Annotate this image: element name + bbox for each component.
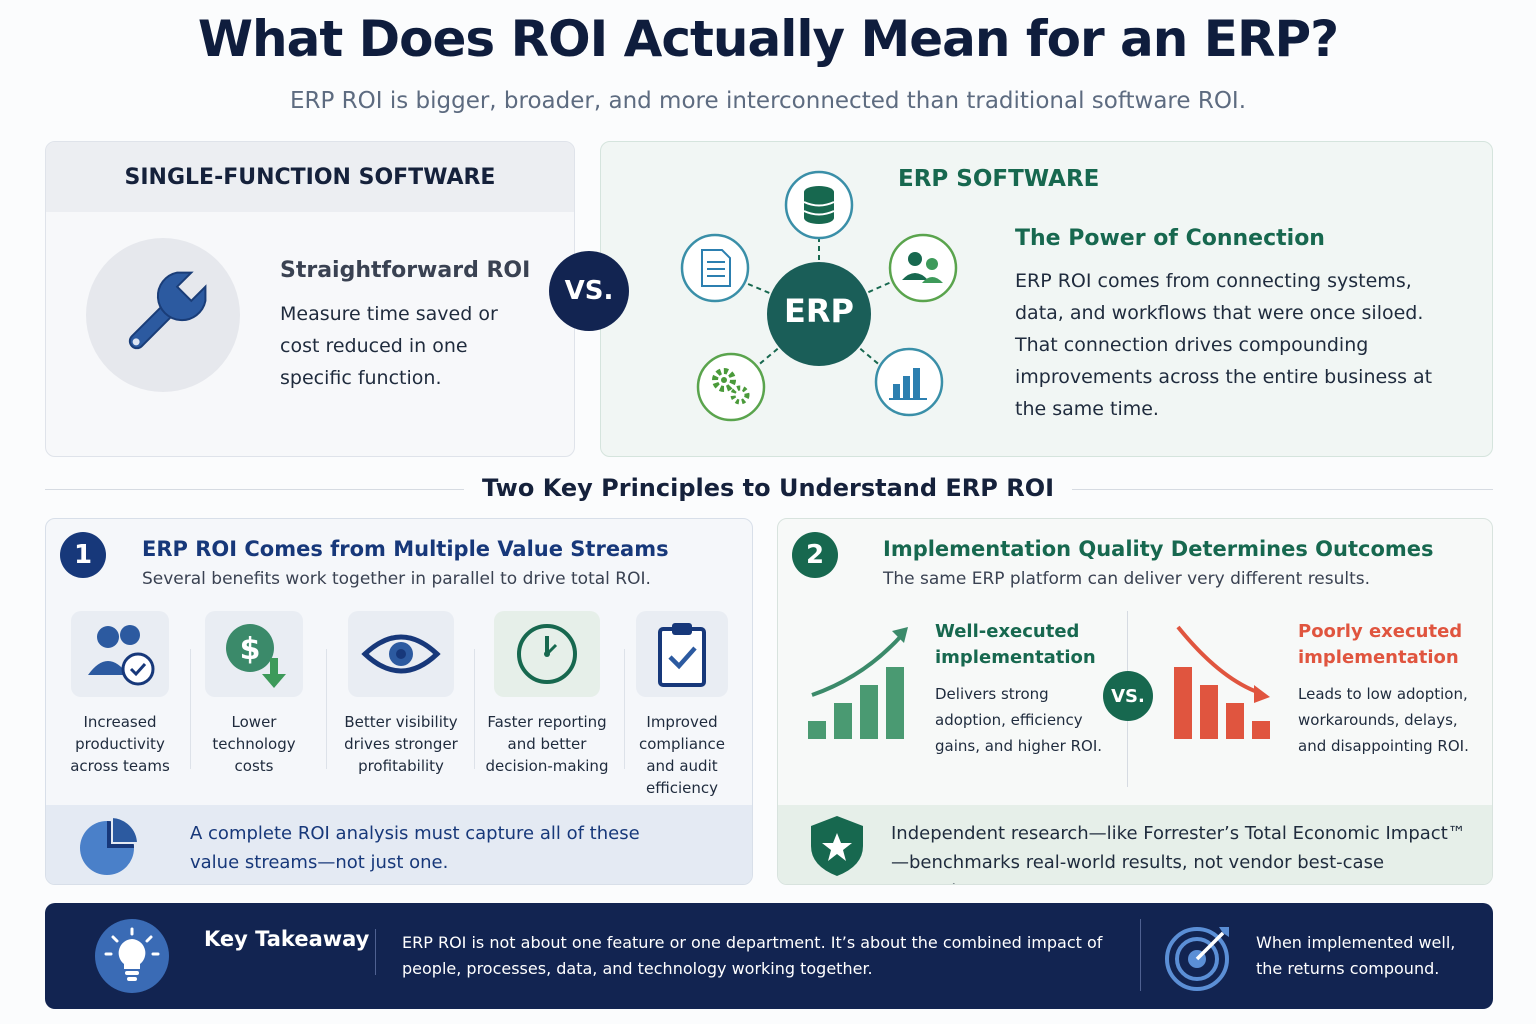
erp-network-diagram (680, 170, 958, 422)
database-icon (784, 170, 854, 240)
stream-separator (326, 649, 327, 769)
key-takeaway-title: Key Takeaway (204, 927, 370, 951)
gears-icon (696, 352, 766, 422)
poorly-executed-title: Poorly executed implementation (1298, 621, 1463, 668)
rising-bar-chart (808, 627, 908, 739)
stream-visibility: Better visibility drives stronger profit… (336, 611, 466, 777)
falling-bar (1252, 721, 1270, 739)
erp-software-panel: ERP ERP SOFTWARE The Power of Connection… (600, 141, 1493, 457)
rising-bar (860, 685, 878, 739)
power-of-connection-text: ERP ROI comes from connecting systems, d… (1015, 270, 1433, 420)
principle-2-footer-text: Independent research—like Forrester’s To… (891, 823, 1466, 884)
erp-software-heading: ERP SOFTWARE (898, 166, 1100, 192)
stream-technology-costs-label: Lower technology costs (212, 713, 296, 775)
section-title: Two Key Principles to Understand ERP ROI (0, 474, 1536, 502)
bar-chart-icon (874, 347, 944, 417)
stream-reporting-label: Faster reporting and better decision-mak… (485, 713, 609, 775)
lightbulb-icon (95, 919, 169, 993)
principle-1-title: ERP ROI Comes from Multiple Value Stream… (142, 537, 669, 561)
key-takeaway-right-text: When implemented well, the returns compo… (1256, 933, 1456, 978)
single-function-heading: SINGLE-FUNCTION SOFTWARE (46, 142, 574, 212)
stream-separator (474, 649, 475, 769)
page-subtitle: ERP ROI is bigger, broader, and more int… (289, 88, 1247, 114)
rising-bar (808, 721, 826, 739)
outcome-versus-badge: VS. (1103, 671, 1153, 721)
well-executed-text: Delivers strong adoption, efficiency gai… (935, 685, 1103, 755)
single-function-text: Measure time saved or cost reduced in on… (280, 303, 498, 389)
principle-2-footer: Independent research—like Forrester’s To… (778, 805, 1492, 884)
takeaway-separator (375, 929, 376, 975)
dollar-down-icon: $ (205, 611, 303, 697)
well-executed-title: Well-executed implementation (935, 621, 1096, 668)
stream-compliance: Improved compliance and audit efficiency (632, 611, 732, 799)
stream-productivity: Increased productivity across teams (64, 611, 176, 777)
principle-2-number: 2 (792, 532, 838, 578)
poorly-executed-text: Leads to low adoption, workarounds, dela… (1298, 685, 1469, 755)
users-icon (888, 233, 958, 303)
power-of-connection-title: The Power of Connection (1015, 226, 1325, 251)
pie-chart-icon (76, 813, 142, 883)
principle-1-footer: A complete ROI analysis must capture all… (46, 805, 752, 884)
key-takeaway-text: ERP ROI is not about one feature or one … (402, 933, 1103, 978)
clock-icon (494, 611, 600, 697)
stream-compliance-label: Improved compliance and audit efficiency (638, 713, 726, 797)
stream-reporting: Faster reporting and better decision-mak… (482, 611, 612, 777)
erp-hub-label: ERP (784, 292, 854, 330)
single-function-panel: SINGLE-FUNCTION SOFTWARE Straightforward… (45, 141, 575, 457)
principle-1-subtitle: Several benefits work together in parall… (142, 569, 651, 589)
key-takeaway-bar: Key Takeaway ERP ROI is not about one fe… (45, 903, 1493, 1009)
principle-2-subtitle: The same ERP platform can deliver very d… (883, 569, 1371, 589)
single-function-title: Straightforward ROI (280, 258, 531, 283)
svg-text:$: $ (240, 632, 261, 667)
rising-bar (834, 703, 852, 739)
stream-visibility-label: Better visibility drives stronger profit… (344, 713, 458, 775)
document-icon (680, 233, 750, 303)
principle-1-footer-text: A complete ROI analysis must capture all… (190, 823, 640, 873)
team-check-icon (71, 611, 169, 697)
clipboard-check-icon (636, 611, 728, 697)
erp-hub (767, 262, 871, 366)
principle-2-title: Implementation Quality Determines Outcom… (883, 537, 1434, 561)
rising-bar (886, 667, 904, 739)
target-icon (1163, 921, 1235, 997)
eye-icon (348, 611, 454, 697)
falling-bar (1174, 667, 1192, 739)
stream-separator (190, 649, 191, 769)
takeaway-separator (1140, 919, 1141, 991)
falling-bar (1226, 703, 1244, 739)
versus-badge: VS. (549, 251, 629, 331)
stream-technology-costs: $ Lower technology costs (198, 611, 310, 777)
principle-2-panel: 2 Implementation Quality Determines Outc… (777, 518, 1493, 885)
page-title: What Does ROI Actually Mean for an ERP? (197, 10, 1339, 68)
falling-bar-chart (1174, 625, 1270, 739)
section-title-text: Two Key Principles to Understand ERP ROI (463, 474, 1073, 502)
principle-1-panel: 1 ERP ROI Comes from Multiple Value Stre… (45, 518, 753, 885)
shield-star-icon (806, 813, 868, 883)
stream-productivity-label: Increased productivity across teams (70, 713, 170, 775)
wrench-icon (86, 238, 240, 392)
stream-separator (624, 649, 625, 769)
principle-1-number: 1 (60, 532, 106, 578)
falling-bar (1200, 685, 1218, 739)
